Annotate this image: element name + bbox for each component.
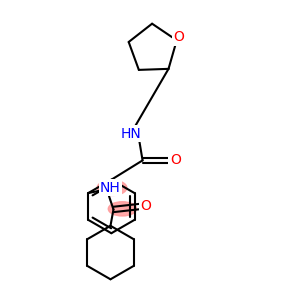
Text: O: O	[174, 30, 184, 44]
Text: O: O	[141, 200, 152, 214]
Ellipse shape	[108, 202, 136, 216]
Text: O: O	[170, 153, 181, 167]
Ellipse shape	[97, 180, 127, 196]
Text: HN: HN	[120, 127, 141, 141]
Text: NH: NH	[100, 181, 121, 195]
